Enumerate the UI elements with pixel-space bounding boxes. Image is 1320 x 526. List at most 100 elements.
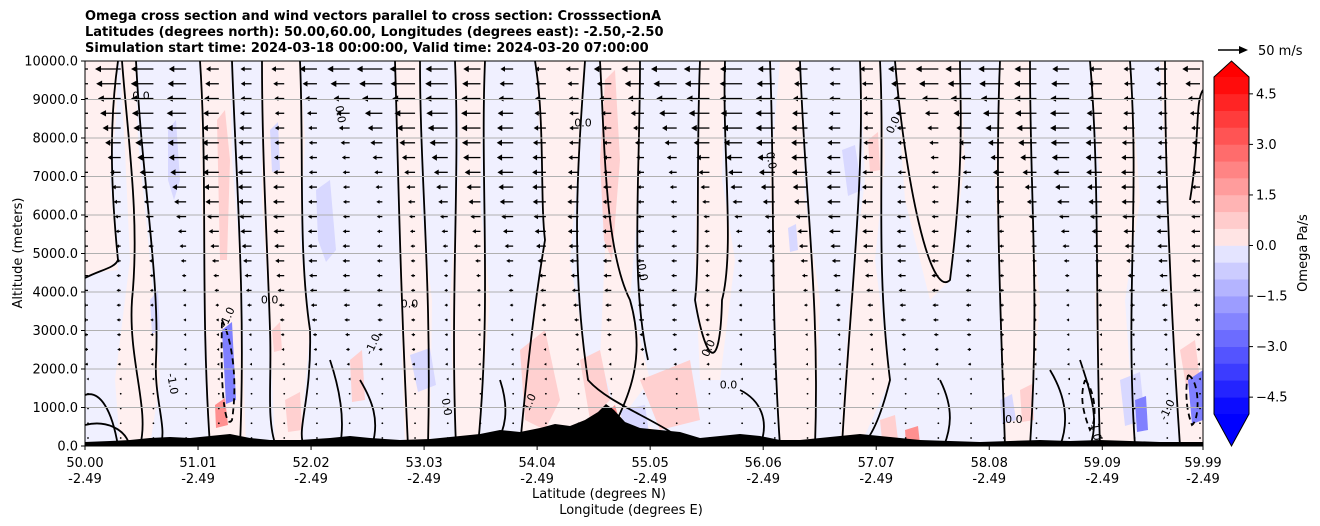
wind-vector-head <box>723 139 730 146</box>
wind-vector <box>1166 407 1169 410</box>
wind-vector-head <box>410 303 414 307</box>
wind-vector-head <box>497 110 503 117</box>
wind-vector-head <box>639 332 643 337</box>
wind-vector-head <box>933 332 937 337</box>
wind-vector-head <box>475 259 479 263</box>
wind-vector <box>610 392 613 395</box>
contour-label: -1.0 <box>164 372 181 395</box>
y-tick-label: 8000.0 <box>33 132 79 147</box>
wind-vector <box>348 392 351 395</box>
wind-vector <box>479 422 482 425</box>
wind-vector <box>1068 422 1071 425</box>
wind-vector-head <box>571 288 576 293</box>
wind-vector-head <box>116 288 120 293</box>
wind-vector-head <box>567 228 572 234</box>
wind-vector-head <box>900 318 904 322</box>
wind-vector-head <box>239 125 244 131</box>
wind-vector-head <box>338 125 343 131</box>
wind-vector-head <box>725 154 732 161</box>
wind-vector-head <box>838 377 842 381</box>
wind-vector-head <box>705 347 709 352</box>
wind-vector-head <box>532 184 537 190</box>
wind-vector-head <box>543 362 547 366</box>
wind-vector-head <box>664 140 670 146</box>
wind-vector-head <box>1066 333 1070 337</box>
wind-vector <box>512 407 515 410</box>
wind-vector-head <box>377 318 381 322</box>
wind-vector-head <box>216 333 219 337</box>
wind-vector-head <box>1050 139 1057 146</box>
wind-vector-head <box>74 125 79 131</box>
wind-vector-head <box>1156 184 1161 190</box>
wind-vector-head <box>1123 228 1128 234</box>
wind-vector-head <box>105 139 111 146</box>
colorbar-band <box>1214 312 1249 331</box>
wind-vector-head <box>1165 362 1168 366</box>
wind-vector-head <box>1133 377 1136 381</box>
wind-vector-head <box>116 244 119 248</box>
wind-vector-head <box>310 303 315 308</box>
wind-vector <box>283 422 286 425</box>
wind-vector-head <box>1032 259 1035 263</box>
wind-vector-head <box>507 273 511 278</box>
wind-vector-head <box>1194 318 1198 322</box>
wind-vector <box>610 437 613 439</box>
wind-vector-head <box>739 333 742 337</box>
wind-vector-head <box>965 259 969 263</box>
wind-vector-head <box>203 110 209 117</box>
wind-vector-head <box>669 185 674 190</box>
wind-vector-head <box>131 65 138 73</box>
wind-vector-head <box>137 154 143 161</box>
wind-vector-head <box>637 214 641 219</box>
wind-vector-head <box>772 333 775 337</box>
chart-title-line-2: Latitudes (degrees north): 50.00,60.00, … <box>85 25 664 40</box>
wind-vector <box>348 422 351 425</box>
wind-vector-head <box>965 288 969 293</box>
wind-vector-head <box>1126 258 1130 264</box>
wind-vector-head <box>602 229 607 234</box>
wind-vector-head <box>933 318 937 322</box>
wind-vector-head <box>1193 303 1198 308</box>
wind-vector-head <box>637 185 641 190</box>
quiver-key-label: 50 m/s <box>1258 44 1303 59</box>
wind-vector-head <box>308 184 313 190</box>
wind-vector-head <box>1098 318 1102 322</box>
wind-vector-head <box>143 199 148 205</box>
colorbar-band <box>1214 380 1249 398</box>
wind-vector-head <box>870 362 874 366</box>
wind-vector-head <box>1066 318 1069 322</box>
wind-vector-head <box>274 155 279 160</box>
wind-vector-head <box>1156 169 1161 175</box>
wind-vector-head <box>1094 258 1099 263</box>
wind-vector-head <box>274 140 279 146</box>
wind-vector-head <box>772 362 776 366</box>
wind-vector-head <box>497 169 503 176</box>
wind-vector-head <box>356 65 363 73</box>
wind-vector-head <box>1051 154 1058 161</box>
wind-vector-head <box>1085 124 1092 132</box>
wind-vector-head <box>345 347 349 352</box>
wind-vector-head <box>1093 243 1097 249</box>
wind-vector-head <box>1157 110 1162 116</box>
wind-vector <box>217 392 220 395</box>
wind-vector-head <box>738 273 742 278</box>
x-tick-label-lat: 51.01 <box>179 456 216 471</box>
wind-vector-head <box>980 95 987 102</box>
wind-vector <box>185 392 188 395</box>
x-tick-label-lon: -2.49 <box>1186 472 1220 487</box>
wind-vector <box>446 407 449 410</box>
wind-vector-head <box>755 124 762 132</box>
wind-vector-head <box>998 229 1002 234</box>
wind-vector <box>1035 407 1038 410</box>
wind-vector-head <box>1033 318 1036 322</box>
wind-vector <box>675 422 678 425</box>
wind-vector-head <box>272 199 278 205</box>
wind-vector-head <box>426 110 433 117</box>
wind-vector-head <box>461 124 468 132</box>
wind-vector-head <box>241 243 246 249</box>
wind-vector-head <box>238 140 244 146</box>
wind-vector-head <box>835 303 839 307</box>
wind-vector-head <box>444 318 448 322</box>
wind-vector-head <box>308 170 313 175</box>
wind-vector-head <box>380 377 384 381</box>
